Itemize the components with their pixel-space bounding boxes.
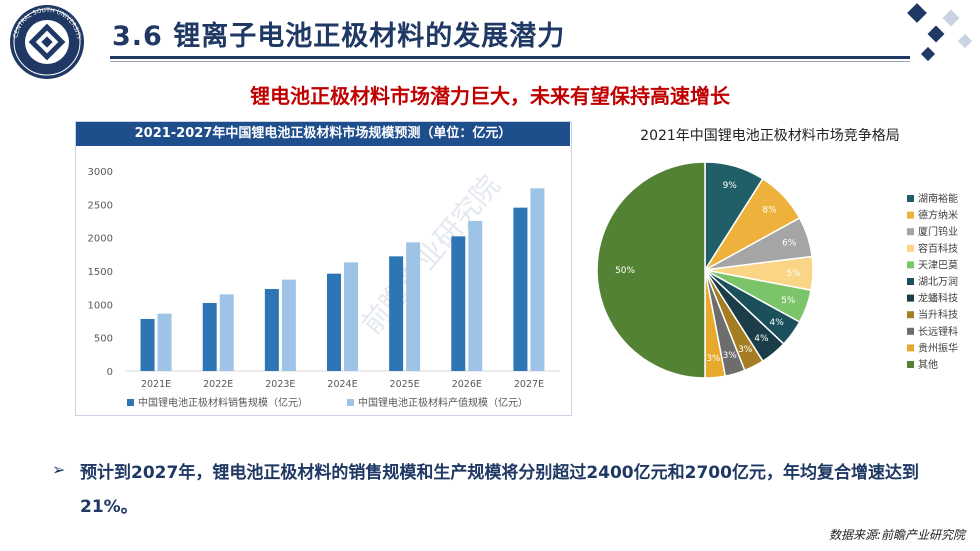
pie-data-label: 5% [786,269,801,279]
legend-swatch [907,278,914,285]
bar-chart-title: 2021-2027年中国锂电池正极材料市场规模预测（单位：亿元） [76,122,570,146]
title-divider [110,56,910,59]
source-note: 数据来源:前瞻产业研究院 [828,528,965,542]
legend-swatch [907,327,914,335]
bar-output-2025E [406,242,421,371]
bar-sales-2022E [202,303,217,371]
bar-sales-2027E [513,207,528,371]
legend-swatch [907,195,914,202]
legend-swatch [907,361,914,368]
x-tick-label: 2024E [327,379,357,390]
x-tick-label: 2023E [265,379,295,390]
x-tick-label: 2022E [203,379,233,390]
legend-label: 中国锂电池正极材料销售规模（亿元） [138,396,308,409]
legend-label: 容百科技 [918,242,958,255]
bar-chart: 前瞻产业研究院 0 500 1000 1500 2000 2500 3000 2021E 202… [88,167,560,409]
legend-swatch [907,311,914,319]
bar-sales-2023E [264,289,279,371]
pie-data-label: 6% [782,239,797,249]
pie-data-label: 3% [723,351,738,361]
bar-sales-2024E [327,273,341,371]
pie-data-label: 3% [706,354,721,364]
pie-slice-其他 [596,161,706,379]
y-tick-label: 1000 [88,300,113,311]
university-logo: CENTRAL SOUTH UNIVERSITY [10,5,84,79]
legend-label: 长远锂科 [918,325,958,338]
legend-label: 当升科技 [918,308,958,321]
decorative-diamonds [907,3,973,62]
y-tick-label: 2500 [88,200,113,211]
x-tick-label: 2021E [141,379,171,390]
pie-data-label: 4% [770,318,785,328]
legend-label: 厦门钨业 [918,225,958,238]
bullet-icon: ➢ [52,460,66,479]
legend-label: 其他 [918,358,938,371]
headline: 锂电池正极材料市场潜力巨大，未来有望保持高速增长 [250,84,730,108]
y-tick-label: 0 [107,367,113,378]
title-divider-thin [110,61,910,62]
pie-data-label: 3% [738,345,753,355]
pie-chart-title: 2021年中国锂电池正极材料市场竞争格局 [640,128,900,144]
bar-output-2021E [157,313,172,371]
legend-swatch [907,294,914,302]
legend-swatch [347,399,354,406]
bar-sales-2025E [389,256,404,371]
bar-sales-2021E [140,319,155,371]
legend-label: 湖南裕能 [918,192,958,205]
y-tick-label: 2000 [88,234,113,245]
pie-data-label: 50% [615,266,635,276]
pie-data-label: 4% [754,334,769,344]
legend-swatch [907,344,914,352]
legend-label: 龙蟠科技 [918,292,958,305]
legend-label: 贵州振华 [918,341,958,354]
legend-label: 天津巴莫 [918,259,958,271]
page-title: 3.6 锂离子电池正极材料的发展潜力 [112,21,566,52]
y-tick-label: 3000 [88,167,113,178]
pie-chart: 9%8%6%5%5%4%4%3%3%3%50% 湖南裕能德方纳米厦门钨业容百科技… [596,161,958,379]
summary-text: 预计到2027年，锂电池正极材料的销售规模和生产规模将分别超过2400亿元和27… [80,463,919,517]
bar-output-2027E [530,188,545,371]
bar-output-2023E [281,279,296,371]
legend-swatch [127,399,134,406]
pie-data-label: 5% [781,296,796,306]
x-tick-label: 2026E [452,379,482,390]
legend-swatch [907,211,914,219]
pie-data-label: 8% [762,205,777,215]
bar-output-2026E [468,221,483,371]
x-tick-label: 2025E [390,379,420,390]
y-tick-label: 500 [94,334,113,345]
x-tick-label: 2027E [514,379,544,390]
legend-label: 德方纳米 [918,209,958,222]
legend-label: 湖北万润 [918,275,958,288]
pie-data-label: 9% [723,181,738,191]
bar-output-2024E [344,262,358,371]
y-tick-label: 1500 [88,267,113,278]
legend-label: 中国锂电池正极材料产值规模（亿元） [358,396,528,409]
legend-swatch [907,244,914,252]
legend-swatch [907,261,914,269]
bar-output-2022E [219,294,234,371]
bar-sales-2026E [451,236,466,371]
watermark: 前瞻产业研究院 [355,169,506,340]
legend-swatch [907,228,914,236]
